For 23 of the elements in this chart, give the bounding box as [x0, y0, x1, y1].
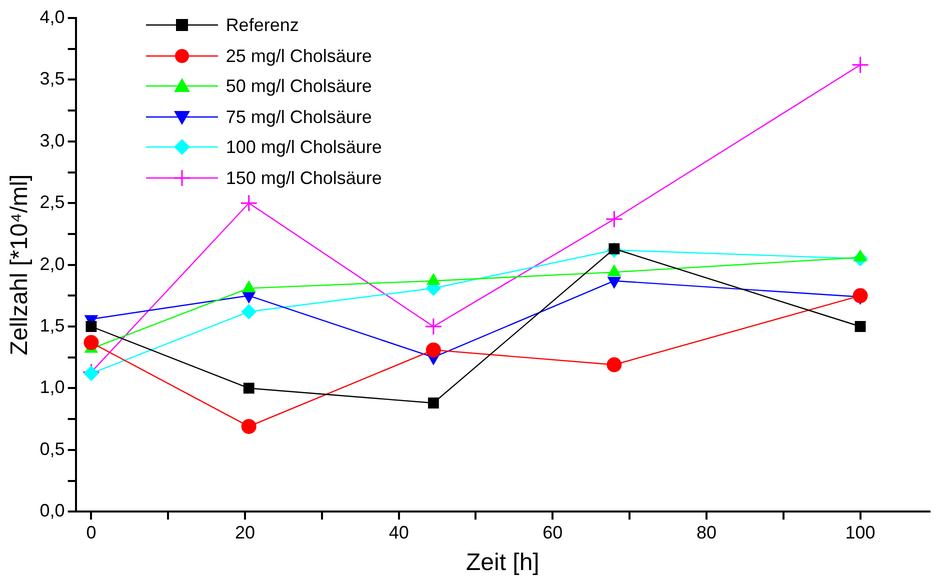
y-tick-label: 4,0 — [40, 6, 65, 27]
x-tick-label: 100 — [845, 522, 876, 542]
y-tick-label: 3,5 — [40, 68, 65, 89]
legend-label: 100 mg/l Cholsäure — [226, 136, 382, 159]
x-tick-label: 80 — [696, 522, 716, 542]
y-tick-label: 0,5 — [40, 438, 65, 459]
y-tick-label: 2,5 — [40, 192, 65, 212]
x-tick-label: 40 — [388, 522, 409, 542]
y-tick-label: 3,0 — [40, 130, 65, 150]
x-tick-label: 0 — [86, 522, 96, 542]
x-tick-label: 60 — [542, 522, 563, 542]
legend-label: 75 mg/l Cholsäure — [226, 106, 372, 129]
legend-label: 50 mg/l Cholsäure — [226, 75, 372, 98]
y-tick-label: 1,0 — [40, 377, 65, 398]
y-tick-label: 2,0 — [40, 254, 65, 274]
legend-label: 25 mg/l Cholsäure — [226, 44, 372, 68]
y-tick-label: 0,0 — [40, 500, 65, 521]
legend-label: 150 mg/l Cholsäure — [226, 166, 382, 190]
legend-label: Referenz — [226, 14, 299, 37]
x-tick-label: 20 — [235, 522, 256, 542]
y-tick-label: 1,5 — [40, 315, 65, 336]
x-axis-title: Zeit [h] — [466, 549, 540, 576]
y-axis-title: Zellzahl [*10⁴/ml] — [6, 174, 34, 356]
